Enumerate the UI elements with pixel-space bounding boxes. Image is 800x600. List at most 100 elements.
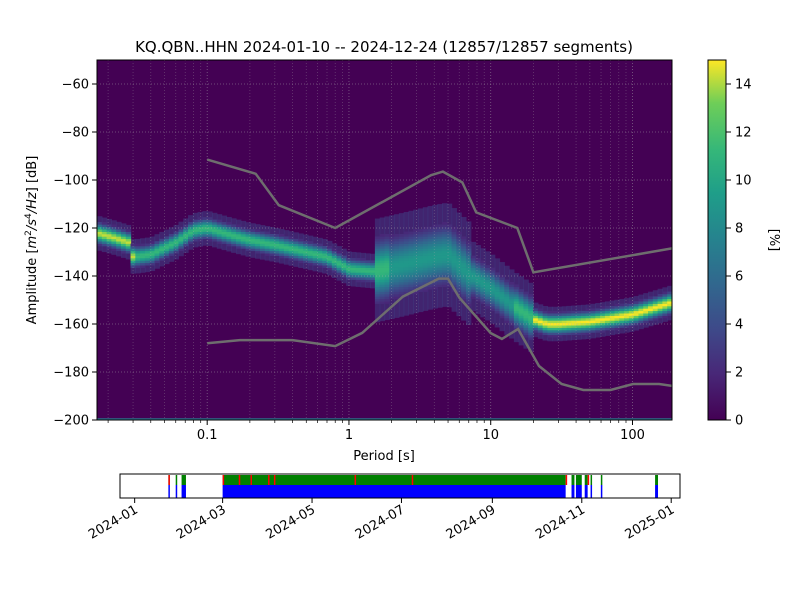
density-cell [633,315,640,319]
density-cell [489,301,496,304]
density-cell [422,282,429,285]
density-cell [202,229,208,232]
density-cell [149,262,156,266]
density-cell [528,320,534,324]
density-cell [595,320,601,324]
density-cell [418,282,424,285]
density-cell [394,253,400,256]
density-cell [547,310,553,314]
density-cell [662,308,668,312]
density-cell [566,327,572,331]
density-cell [437,260,443,264]
density-cell [595,315,601,319]
density-cell [494,291,501,295]
density-cell [293,243,299,247]
density-cell [331,267,338,271]
density-cell [154,255,160,259]
density-cell [542,327,549,331]
density-cell [633,308,640,312]
density-cell [403,272,410,276]
density-cell [379,262,386,266]
density-cell [465,289,472,292]
density-cell [494,282,501,285]
density-cell [394,234,400,237]
density-cell [600,308,606,312]
density-cell [116,243,122,247]
density-cell [336,253,342,256]
density-cell [509,306,515,309]
density-cell [312,243,319,247]
density-cell [576,320,582,324]
density-cell [403,238,410,242]
density-cell [101,231,108,235]
y-axis-label: Amplitude [m2/s4/Hz] [dB] [24,156,40,325]
density-cell [164,248,170,252]
density-cell [446,270,453,273]
density-cell [283,250,290,254]
density-cell [422,250,429,254]
density-cell [355,279,362,283]
density-cell [384,258,390,261]
density-cell [451,248,457,252]
density-cell [374,241,381,244]
density-cell [437,265,443,268]
density-cell [327,262,333,266]
density-cell [120,231,127,235]
timeline-gap-mark [587,475,590,485]
density-cell [303,255,309,259]
density-cell [149,246,156,249]
density-cell [202,217,208,220]
density-cell [537,320,544,324]
density-cell [504,294,510,297]
density-cell [475,258,481,261]
density-cell [398,243,405,247]
density-cell [475,270,481,273]
density-cell [384,248,390,252]
density-cell [442,265,448,268]
density-cell [389,279,395,283]
density-cell [288,250,295,254]
density-cell [576,313,582,316]
density-cell [643,310,649,314]
density-cell [552,313,558,316]
density-cell [341,260,347,264]
density-cell [561,313,568,316]
density-cell [566,313,572,316]
density-cell [403,248,410,252]
density-cell [307,250,314,254]
density-cell [451,255,457,259]
density-cell [298,253,304,256]
grid-lines [97,60,672,420]
density-cell [523,303,529,307]
psd-plot: 0.1 1 10 100 −60−80−100−120−140−160−180−200 [53,59,673,443]
density-cell [231,241,237,244]
density-cell [437,262,443,266]
density-cell [303,241,309,244]
density-cell [259,236,266,240]
density-cell [456,250,462,254]
timeline-data-bar [175,485,178,498]
density-cell [600,327,606,331]
density-cell [504,320,510,324]
density-cell [432,272,438,276]
density-cell [509,318,515,321]
density-cell [552,318,558,321]
density-cell [283,248,290,252]
density-cell [389,282,395,285]
y-tick-label: −160 [53,318,89,333]
density-cell [643,313,649,316]
density-cell [111,243,117,247]
density-cell [504,313,510,316]
density-cell [379,234,386,237]
density-cell [374,265,381,268]
density-cell [202,222,208,225]
timeline-segment-bar [181,475,186,485]
chart-title: KQ.QBN..HHN 2024-01-10 -- 2024-12-24 (12… [135,38,633,56]
density-cell [183,226,189,230]
density-cell [144,246,151,249]
density-cell [590,325,596,328]
density-cell [499,301,505,304]
density-cell [240,238,247,242]
density-cell [600,310,606,314]
density-cell [408,238,414,242]
